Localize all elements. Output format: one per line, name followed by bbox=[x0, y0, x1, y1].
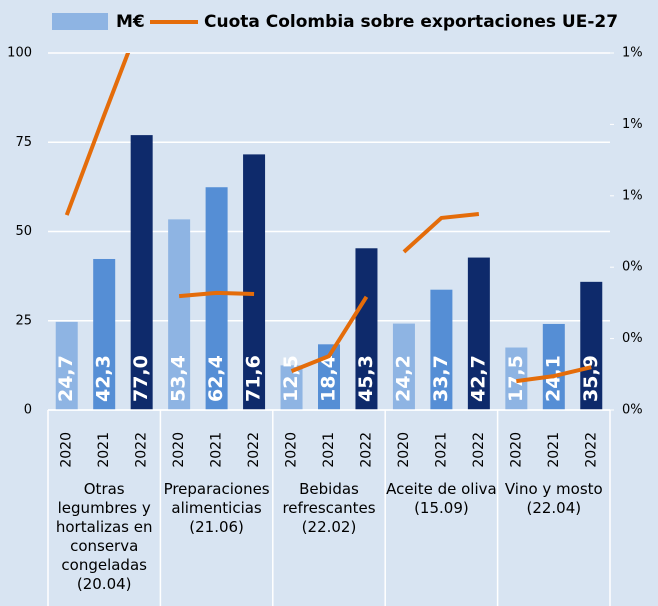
group-label: Vino y mosto (22.04) bbox=[504, 480, 603, 517]
y-tick-label: 0 bbox=[24, 403, 32, 418]
bar bbox=[505, 347, 528, 410]
x-tick-label: 2020 bbox=[284, 432, 300, 468]
x-tick-label: 2022 bbox=[358, 432, 374, 468]
bar bbox=[318, 344, 340, 410]
x-tick-label: 2021 bbox=[433, 432, 449, 468]
x-tick-label: 2020 bbox=[508, 432, 524, 468]
x-tick-label: 2021 bbox=[546, 432, 562, 468]
bar-value-label: 24,7 bbox=[55, 355, 77, 402]
x-tick-label: 2022 bbox=[583, 432, 599, 468]
x-tick-label: 2022 bbox=[471, 432, 487, 468]
bar-value-label: 53,4 bbox=[168, 355, 190, 402]
bar-value-label: 18,4 bbox=[318, 355, 340, 402]
line bbox=[402, 212, 480, 254]
bar-value-label: 17,5 bbox=[505, 355, 527, 402]
x-tick-label: 2022 bbox=[134, 432, 150, 468]
bar bbox=[430, 289, 453, 410]
bar bbox=[542, 323, 565, 410]
bar bbox=[392, 323, 415, 410]
bar bbox=[55, 321, 78, 410]
line bbox=[64, 53, 131, 216]
y2-tick-label: 1% bbox=[622, 188, 643, 203]
y2-tick-label: 1% bbox=[622, 117, 643, 132]
bar bbox=[280, 365, 303, 410]
x-tick-label: 2021 bbox=[96, 432, 112, 468]
x-tick-label: 2020 bbox=[396, 432, 412, 468]
x-tick-label: 2021 bbox=[321, 432, 337, 468]
x-tick-label: 2021 bbox=[209, 432, 225, 468]
group-label: Bebidas refrescantes (22.02) bbox=[282, 480, 376, 536]
bar-value-label: 71,6 bbox=[243, 355, 265, 402]
legend-label: M€ bbox=[116, 12, 145, 32]
y2-tick-label: 0% bbox=[622, 403, 643, 418]
bar-value-label: 45,3 bbox=[355, 355, 377, 402]
bar bbox=[205, 187, 228, 410]
line-group bbox=[64, 53, 592, 384]
y-tick-label: 100 bbox=[7, 46, 32, 61]
x-tick-label: 2020 bbox=[171, 432, 187, 468]
line bbox=[178, 290, 255, 299]
line bbox=[290, 295, 369, 373]
x-tick-label: 2020 bbox=[59, 432, 75, 468]
bar-value-label: 33,7 bbox=[430, 355, 452, 402]
bar bbox=[580, 281, 603, 410]
bar-value-label: 35,9 bbox=[580, 355, 602, 402]
bar-value-label: 12,5 bbox=[280, 355, 302, 402]
bar bbox=[168, 219, 191, 410]
y-tick-label: 50 bbox=[15, 224, 32, 239]
y-tick-label: 75 bbox=[15, 135, 32, 150]
line bbox=[516, 365, 592, 384]
y2-tick-label: 0% bbox=[622, 260, 643, 275]
group-label: Aceite de oliva (15.09) bbox=[386, 480, 497, 517]
y-tick-label: 25 bbox=[15, 313, 32, 328]
bar bbox=[93, 258, 116, 410]
bar-value-label: 24,2 bbox=[392, 355, 414, 402]
bar-value-label: 42,3 bbox=[93, 355, 115, 402]
bar-value-label: 62,4 bbox=[205, 355, 227, 402]
group-label: Preparaciones alimenticias (21.06) bbox=[163, 480, 270, 536]
bar bbox=[130, 135, 153, 411]
bar bbox=[355, 248, 378, 410]
y2-tick-label: 0% bbox=[622, 331, 643, 346]
legend-swatch bbox=[52, 13, 108, 30]
bar-value-label: 42,7 bbox=[467, 355, 489, 402]
legend-label: Cuota Colombia sobre exportaciones UE-27 bbox=[204, 12, 618, 32]
bar-value-label: 24,1 bbox=[542, 355, 564, 402]
y2-tick-label: 1% bbox=[622, 46, 643, 61]
bar-value-label: 77,0 bbox=[130, 355, 152, 402]
bar bbox=[243, 154, 266, 410]
group-label: Otras legumbres y hortalizas en conserva… bbox=[55, 480, 153, 593]
bar bbox=[467, 257, 490, 410]
x-tick-label: 2022 bbox=[246, 432, 262, 468]
